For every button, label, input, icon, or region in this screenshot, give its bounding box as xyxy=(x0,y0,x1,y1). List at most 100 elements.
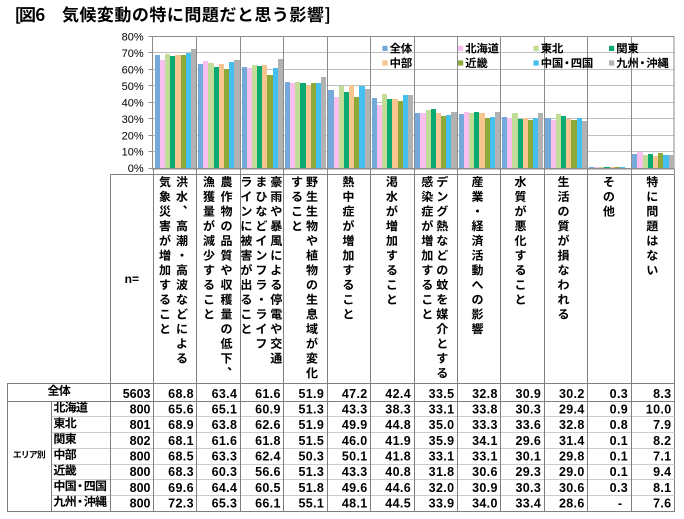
svg-text:40%: 40% xyxy=(122,97,144,109)
svg-text:38.3: 38.3 xyxy=(385,403,411,417)
svg-text:-: - xyxy=(618,497,622,511)
svg-text:44.5: 44.5 xyxy=(385,497,411,511)
svg-text:10%: 10% xyxy=(122,147,144,159)
svg-text:33.1: 33.1 xyxy=(429,450,455,464)
svg-text:48.1: 48.1 xyxy=(342,497,368,511)
svg-text:33.8: 33.8 xyxy=(472,403,498,417)
svg-text:51.9: 51.9 xyxy=(298,418,324,432)
svg-text:61.6: 61.6 xyxy=(212,434,238,448)
svg-text:62.6: 62.6 xyxy=(255,418,281,432)
svg-text:34.0: 34.0 xyxy=(472,497,498,511)
svg-text:72.3: 72.3 xyxy=(168,497,194,511)
svg-text:30%: 30% xyxy=(122,114,144,126)
svg-text:70%: 70% xyxy=(122,48,144,60)
svg-text:8.1: 8.1 xyxy=(653,481,671,495)
svg-text:51.3: 51.3 xyxy=(298,465,324,479)
svg-text:68.1: 68.1 xyxy=(168,434,194,448)
svg-text:66.1: 66.1 xyxy=(255,497,281,511)
svg-text:0.3: 0.3 xyxy=(610,387,628,401)
svg-text:8.2: 8.2 xyxy=(653,434,671,448)
svg-text:51.5: 51.5 xyxy=(298,434,324,448)
svg-text:50.1: 50.1 xyxy=(342,450,368,464)
svg-text:33.9: 33.9 xyxy=(429,497,455,511)
svg-text:0.3: 0.3 xyxy=(610,481,628,495)
svg-text:68.3: 68.3 xyxy=(168,465,194,479)
svg-text:65.3: 65.3 xyxy=(212,497,238,511)
svg-text:61.8: 61.8 xyxy=(255,434,281,448)
svg-text:30.2: 30.2 xyxy=(559,387,585,401)
svg-text:40.8: 40.8 xyxy=(385,465,411,479)
svg-text:800: 800 xyxy=(130,497,151,511)
svg-text:0.8: 0.8 xyxy=(610,418,628,432)
svg-text:800: 800 xyxy=(130,465,151,479)
svg-text:29.6: 29.6 xyxy=(515,434,541,448)
svg-text:44.6: 44.6 xyxy=(385,481,411,495)
svg-text:34.1: 34.1 xyxy=(472,434,498,448)
svg-text:60.5: 60.5 xyxy=(255,481,281,495)
svg-text:n=: n= xyxy=(125,272,139,286)
svg-text:32.8: 32.8 xyxy=(559,418,585,432)
svg-text:50%: 50% xyxy=(122,81,144,93)
svg-text:0%: 0% xyxy=(128,163,144,175)
svg-text:51.3: 51.3 xyxy=(298,403,324,417)
svg-text:62.4: 62.4 xyxy=(255,450,281,464)
svg-text:20%: 20% xyxy=(122,130,144,142)
svg-text:47.2: 47.2 xyxy=(342,387,368,401)
svg-text:55.1: 55.1 xyxy=(298,497,324,511)
svg-text:63.4: 63.4 xyxy=(212,387,238,401)
svg-text:30.3: 30.3 xyxy=(515,481,541,495)
svg-text:802: 802 xyxy=(130,434,151,448)
svg-text:80%: 80% xyxy=(122,31,144,43)
svg-text:30.3: 30.3 xyxy=(515,403,541,417)
svg-text:30.6: 30.6 xyxy=(559,481,585,495)
svg-text:10.0: 10.0 xyxy=(646,403,672,417)
svg-text:33.4: 33.4 xyxy=(515,497,541,511)
svg-text:29.8: 29.8 xyxy=(559,450,585,464)
svg-text:800: 800 xyxy=(130,403,151,417)
svg-text:0.1: 0.1 xyxy=(610,450,628,464)
svg-text:800: 800 xyxy=(130,450,151,464)
svg-text:29.3: 29.3 xyxy=(515,465,541,479)
svg-text:43.3: 43.3 xyxy=(342,403,368,417)
svg-text:7.1: 7.1 xyxy=(653,450,671,464)
svg-text:29.0: 29.0 xyxy=(559,465,585,479)
svg-text:60.3: 60.3 xyxy=(212,465,238,479)
svg-text:60%: 60% xyxy=(122,64,144,76)
svg-text:30.1: 30.1 xyxy=(515,450,541,464)
svg-text:63.8: 63.8 xyxy=(212,418,238,432)
svg-text:33.5: 33.5 xyxy=(429,387,455,401)
svg-text:68.9: 68.9 xyxy=(168,418,194,432)
svg-text:31.4: 31.4 xyxy=(559,434,585,448)
svg-text:30.9: 30.9 xyxy=(472,481,498,495)
svg-text:9.4: 9.4 xyxy=(653,465,671,479)
svg-text:33.1: 33.1 xyxy=(472,450,498,464)
svg-text:33.3: 33.3 xyxy=(472,418,498,432)
svg-text:60.9: 60.9 xyxy=(255,403,281,417)
svg-text:49.6: 49.6 xyxy=(342,481,368,495)
svg-text:28.6: 28.6 xyxy=(559,497,585,511)
svg-text:35.9: 35.9 xyxy=(429,434,455,448)
svg-text:44.8: 44.8 xyxy=(385,418,411,432)
svg-text:7.9: 7.9 xyxy=(653,418,671,432)
svg-text:51.8: 51.8 xyxy=(298,481,324,495)
svg-text:43.3: 43.3 xyxy=(342,465,368,479)
svg-text:41.9: 41.9 xyxy=(385,434,411,448)
svg-text:33.6: 33.6 xyxy=(515,418,541,432)
svg-text:56.6: 56.6 xyxy=(255,465,281,479)
svg-text:31.8: 31.8 xyxy=(429,465,455,479)
svg-text:8.3: 8.3 xyxy=(653,387,671,401)
svg-text:30.9: 30.9 xyxy=(515,387,541,401)
svg-text:801: 801 xyxy=(130,418,151,432)
svg-text:68.5: 68.5 xyxy=(168,450,194,464)
svg-text:51.9: 51.9 xyxy=(298,387,324,401)
svg-text:64.4: 64.4 xyxy=(212,481,238,495)
svg-text:33.1: 33.1 xyxy=(429,403,455,417)
svg-text:800: 800 xyxy=(130,481,151,495)
svg-text:50.3: 50.3 xyxy=(298,450,324,464)
svg-text:0.9: 0.9 xyxy=(610,403,628,417)
svg-text:49.9: 49.9 xyxy=(342,418,368,432)
svg-text:32.0: 32.0 xyxy=(429,481,455,495)
svg-text:7.6: 7.6 xyxy=(653,497,671,511)
svg-text:69.6: 69.6 xyxy=(168,481,194,495)
svg-text:5603: 5603 xyxy=(123,387,151,401)
